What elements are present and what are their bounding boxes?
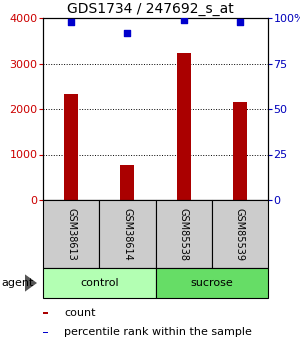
Text: GSM38614: GSM38614 [122, 208, 132, 260]
Text: count: count [64, 308, 95, 318]
Text: control: control [80, 278, 119, 288]
Bar [43, 200, 99, 268]
Point [125, 30, 130, 35]
Bar [43, 332, 49, 333]
Point [181, 17, 186, 22]
Point [238, 19, 242, 24]
Point [69, 19, 74, 24]
Bar [155, 200, 212, 268]
Bar [43, 312, 49, 314]
Bar [43, 268, 155, 298]
Text: percentile rank within the sample: percentile rank within the sample [64, 327, 252, 337]
Text: GDS1734 / 247692_s_at: GDS1734 / 247692_s_at [67, 2, 233, 16]
Text: GSM85538: GSM85538 [178, 207, 189, 260]
Bar [233, 102, 247, 200]
Bar [64, 95, 78, 200]
Bar [212, 200, 268, 268]
Polygon shape [25, 274, 37, 292]
Text: GSM38613: GSM38613 [66, 208, 76, 260]
Bar [155, 268, 268, 298]
Bar [177, 52, 191, 200]
Bar [99, 200, 155, 268]
Text: sucrose: sucrose [190, 278, 233, 288]
Bar [120, 165, 134, 200]
Text: GSM85539: GSM85539 [235, 207, 245, 260]
Text: agent: agent [2, 278, 34, 288]
